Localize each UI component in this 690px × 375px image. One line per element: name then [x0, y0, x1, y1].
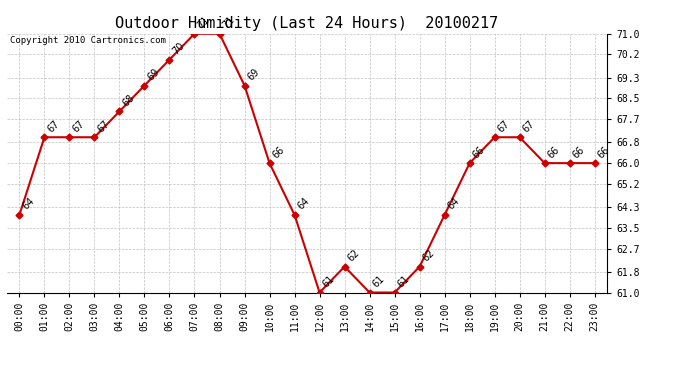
Text: 66: 66 — [596, 144, 611, 160]
Text: 67: 67 — [70, 118, 86, 134]
Text: 69: 69 — [246, 67, 262, 82]
Text: 69: 69 — [146, 67, 161, 82]
Text: Copyright 2010 Cartronics.com: Copyright 2010 Cartronics.com — [10, 36, 166, 45]
Text: 67: 67 — [46, 118, 61, 134]
Text: 61: 61 — [321, 274, 337, 290]
Text: 64: 64 — [296, 196, 311, 212]
Text: 64: 64 — [21, 196, 37, 212]
Text: 66: 66 — [471, 144, 486, 160]
Text: 71: 71 — [221, 15, 237, 31]
Text: 67: 67 — [521, 118, 537, 134]
Text: 70: 70 — [170, 41, 186, 57]
Text: 66: 66 — [546, 144, 562, 160]
Text: 66: 66 — [571, 144, 586, 160]
Text: 61: 61 — [396, 274, 411, 290]
Text: 62: 62 — [346, 248, 362, 264]
Text: 64: 64 — [446, 196, 462, 212]
Text: 62: 62 — [421, 248, 437, 264]
Text: 67: 67 — [496, 118, 512, 134]
Text: 66: 66 — [270, 144, 286, 160]
Text: 68: 68 — [121, 93, 137, 108]
Title: Outdoor Humidity (Last 24 Hours)  20100217: Outdoor Humidity (Last 24 Hours) 2010021… — [115, 16, 499, 31]
Text: 71: 71 — [196, 15, 212, 31]
Text: 67: 67 — [96, 118, 112, 134]
Text: 61: 61 — [371, 274, 386, 290]
